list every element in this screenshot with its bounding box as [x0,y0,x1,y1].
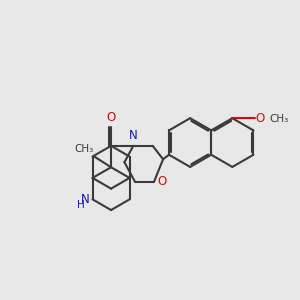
Text: N: N [81,193,90,206]
Text: O: O [106,111,116,124]
Text: O: O [158,175,167,188]
Text: H: H [77,200,85,210]
Text: CH₃: CH₃ [74,145,93,154]
Text: CH₃: CH₃ [269,114,288,124]
Text: N: N [129,129,138,142]
Text: O: O [256,112,265,125]
